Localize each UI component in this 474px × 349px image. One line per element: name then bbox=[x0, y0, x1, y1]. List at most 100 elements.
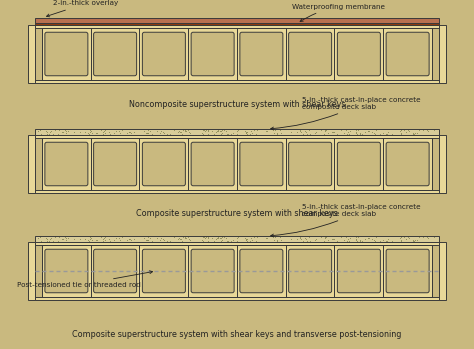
Point bbox=[370, 130, 377, 136]
Point bbox=[246, 131, 254, 137]
Point bbox=[243, 132, 251, 137]
Point bbox=[406, 235, 413, 240]
Point bbox=[297, 129, 304, 135]
Point bbox=[186, 237, 193, 242]
FancyBboxPatch shape bbox=[191, 142, 234, 186]
Point bbox=[317, 234, 325, 240]
Point bbox=[345, 236, 352, 242]
Point bbox=[87, 235, 95, 240]
Bar bbox=[237, 28, 286, 80]
Point bbox=[217, 131, 224, 137]
Point bbox=[86, 127, 94, 133]
Point bbox=[201, 236, 209, 241]
Point bbox=[59, 236, 66, 242]
Point bbox=[409, 238, 417, 244]
Point bbox=[55, 238, 62, 244]
Point bbox=[36, 128, 44, 133]
Text: Post-tensioned tie or threaded rod: Post-tensioned tie or threaded rod bbox=[17, 271, 153, 288]
Point bbox=[217, 238, 224, 244]
Point bbox=[297, 235, 304, 240]
FancyBboxPatch shape bbox=[386, 32, 429, 76]
Point bbox=[51, 127, 59, 133]
Point bbox=[341, 130, 348, 136]
Point bbox=[87, 128, 95, 134]
Point bbox=[404, 235, 411, 240]
Point bbox=[118, 235, 126, 240]
Point bbox=[222, 236, 230, 241]
Text: 5-in.-thick cast-in-place concrete
composite deck slab: 5-in.-thick cast-in-place concrete compo… bbox=[271, 204, 420, 237]
Point bbox=[346, 235, 354, 240]
Point bbox=[212, 236, 220, 242]
Point bbox=[365, 128, 373, 134]
Point bbox=[55, 235, 63, 240]
Point bbox=[293, 237, 301, 242]
FancyBboxPatch shape bbox=[142, 142, 185, 186]
Point bbox=[76, 236, 83, 242]
Point bbox=[141, 128, 148, 134]
Text: Noncomposite superstructure system with shear keys: Noncomposite superstructure system with … bbox=[129, 100, 345, 109]
Point bbox=[368, 129, 376, 134]
Point bbox=[181, 128, 189, 134]
FancyBboxPatch shape bbox=[94, 32, 137, 76]
Point bbox=[62, 235, 70, 241]
Point bbox=[209, 128, 216, 134]
Point bbox=[43, 129, 50, 135]
Point bbox=[262, 128, 270, 134]
Point bbox=[250, 235, 257, 240]
Point bbox=[330, 237, 337, 242]
Point bbox=[199, 237, 206, 243]
Point bbox=[406, 128, 413, 133]
Point bbox=[397, 238, 404, 244]
Point bbox=[229, 131, 237, 136]
Point bbox=[76, 129, 83, 135]
Point bbox=[424, 236, 432, 241]
Point bbox=[397, 234, 404, 240]
Point bbox=[306, 131, 314, 137]
Point bbox=[148, 238, 156, 244]
Point bbox=[368, 236, 376, 242]
Point bbox=[92, 131, 100, 136]
Point bbox=[234, 234, 242, 240]
Point bbox=[86, 235, 94, 240]
Point bbox=[376, 238, 383, 243]
Point bbox=[93, 130, 100, 136]
FancyBboxPatch shape bbox=[45, 32, 88, 76]
Point bbox=[175, 128, 182, 134]
Point bbox=[410, 131, 417, 136]
Point bbox=[106, 238, 113, 243]
Bar bbox=[35, 129, 439, 135]
Point bbox=[415, 127, 423, 132]
Point bbox=[321, 128, 328, 134]
Point bbox=[365, 128, 372, 134]
Point bbox=[371, 132, 379, 137]
Point bbox=[243, 129, 250, 135]
Point bbox=[84, 130, 92, 136]
Bar bbox=[91, 28, 139, 80]
Point bbox=[413, 131, 421, 136]
Point bbox=[184, 235, 192, 240]
Point bbox=[384, 129, 392, 135]
Point bbox=[144, 130, 152, 135]
Bar bbox=[139, 28, 188, 80]
Point bbox=[345, 129, 352, 135]
Point bbox=[126, 236, 133, 242]
Bar bbox=[188, 28, 237, 80]
Point bbox=[384, 236, 392, 242]
Point bbox=[333, 131, 341, 137]
Point bbox=[201, 234, 208, 240]
Point bbox=[86, 132, 93, 137]
Bar bbox=[335, 138, 383, 190]
Point bbox=[178, 131, 185, 136]
FancyBboxPatch shape bbox=[386, 142, 429, 186]
Point bbox=[342, 127, 349, 133]
Point bbox=[329, 236, 337, 242]
Point bbox=[430, 235, 438, 240]
Bar bbox=[237, 245, 286, 297]
Point bbox=[219, 237, 226, 242]
Point bbox=[242, 128, 249, 134]
Bar bbox=[188, 138, 237, 190]
Point bbox=[404, 128, 411, 133]
Point bbox=[383, 132, 391, 137]
Point bbox=[106, 131, 113, 136]
Point bbox=[370, 237, 377, 243]
